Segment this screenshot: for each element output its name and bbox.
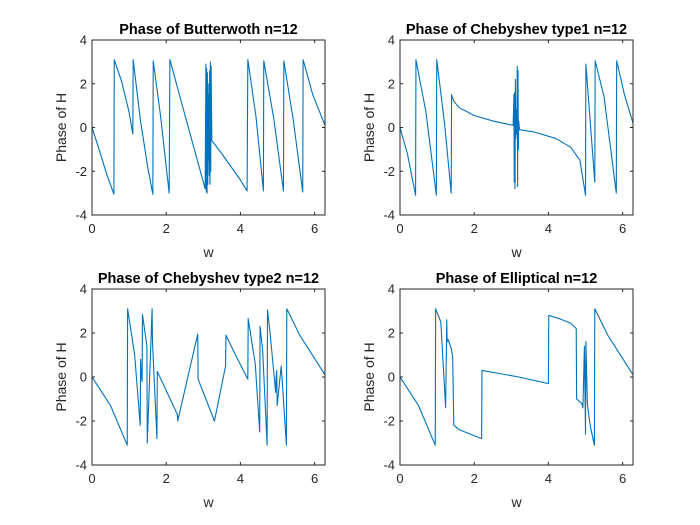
y-tick-label: 2 — [80, 76, 87, 91]
x-tick-label: 2 — [471, 221, 478, 236]
x-axis-label: w — [202, 494, 214, 510]
y-tick-label: -4 — [75, 458, 87, 473]
y-tick-label: 2 — [388, 76, 395, 91]
y-tick-label: 2 — [388, 326, 395, 341]
x-tick-label: 0 — [396, 221, 403, 236]
x-tick-label: 6 — [619, 471, 626, 486]
y-tick-label: 4 — [80, 33, 87, 48]
x-tick-label: 4 — [545, 221, 552, 236]
x-tick-label: 2 — [163, 221, 170, 236]
y-axis-label: Phase of H — [361, 93, 377, 162]
y-tick-label: 4 — [388, 33, 395, 48]
y-tick-label: -4 — [75, 208, 87, 223]
subplot-2: 0 2 4 6 -4 -2 0 2 4 Phase of Chebyshev type1 n=12… — [361, 22, 634, 260]
x-tick-label: 2 — [471, 471, 478, 486]
x-tick-label: 6 — [619, 221, 626, 236]
x-axis-label: w — [510, 494, 522, 510]
y-tick-label: 0 — [388, 370, 395, 385]
series-line — [399, 59, 634, 196]
x-tick-label: 0 — [88, 221, 95, 236]
subplot-3: 0 2 4 6 -4 -2 0 2 4 Phase of Chebyshev type2 n=12… — [53, 271, 326, 510]
chart-title: Phase of Butterwoth n=12 — [119, 22, 297, 38]
y-tick-label: 0 — [80, 120, 87, 135]
x-tick-label: 0 — [88, 471, 95, 486]
y-tick-label: 2 — [80, 326, 87, 341]
y-tick-label: -2 — [383, 164, 395, 179]
series-line — [91, 308, 326, 446]
x-tick-label: 6 — [311, 471, 318, 486]
x-tick-label: 6 — [311, 221, 318, 236]
chart-title: Phase of Chebyshev type1 n=12 — [406, 22, 627, 38]
y-tick-label: 4 — [80, 282, 87, 297]
y-tick-label: -4 — [383, 208, 395, 223]
x-tick-label: 4 — [237, 471, 244, 486]
chart-title: Phase of Elliptical n=12 — [436, 271, 598, 287]
chart-title: Phase of Chebyshev type2 n=12 — [98, 271, 319, 287]
y-tick-label: -2 — [75, 164, 87, 179]
subplot-4: 0 2 4 6 -4 -2 0 2 4 Phase of Elliptical n=12 w Phas… — [361, 271, 634, 510]
x-axis-label: w — [202, 244, 214, 260]
x-tick-label: 4 — [237, 221, 244, 236]
y-tick-label: -4 — [383, 458, 395, 473]
series-line — [399, 308, 634, 446]
y-tick-label: -2 — [75, 414, 87, 429]
y-axis-label: Phase of H — [53, 342, 69, 411]
y-tick-label: 4 — [388, 282, 395, 297]
y-axis-label: Phase of H — [53, 93, 69, 162]
x-axis-label: w — [510, 244, 522, 260]
x-tick-label: 4 — [545, 471, 552, 486]
y-tick-label: 0 — [80, 370, 87, 385]
series-line — [91, 59, 326, 195]
x-tick-label: 0 — [396, 471, 403, 486]
subplot-1: 0 2 4 6 -4 -2 0 2 4 Phase of Butterwoth n=12 w Phas… — [53, 22, 326, 260]
y-tick-label: 0 — [388, 120, 395, 135]
y-axis-label: Phase of H — [361, 342, 377, 411]
x-tick-label: 2 — [163, 471, 170, 486]
y-tick-label: -2 — [383, 414, 395, 429]
